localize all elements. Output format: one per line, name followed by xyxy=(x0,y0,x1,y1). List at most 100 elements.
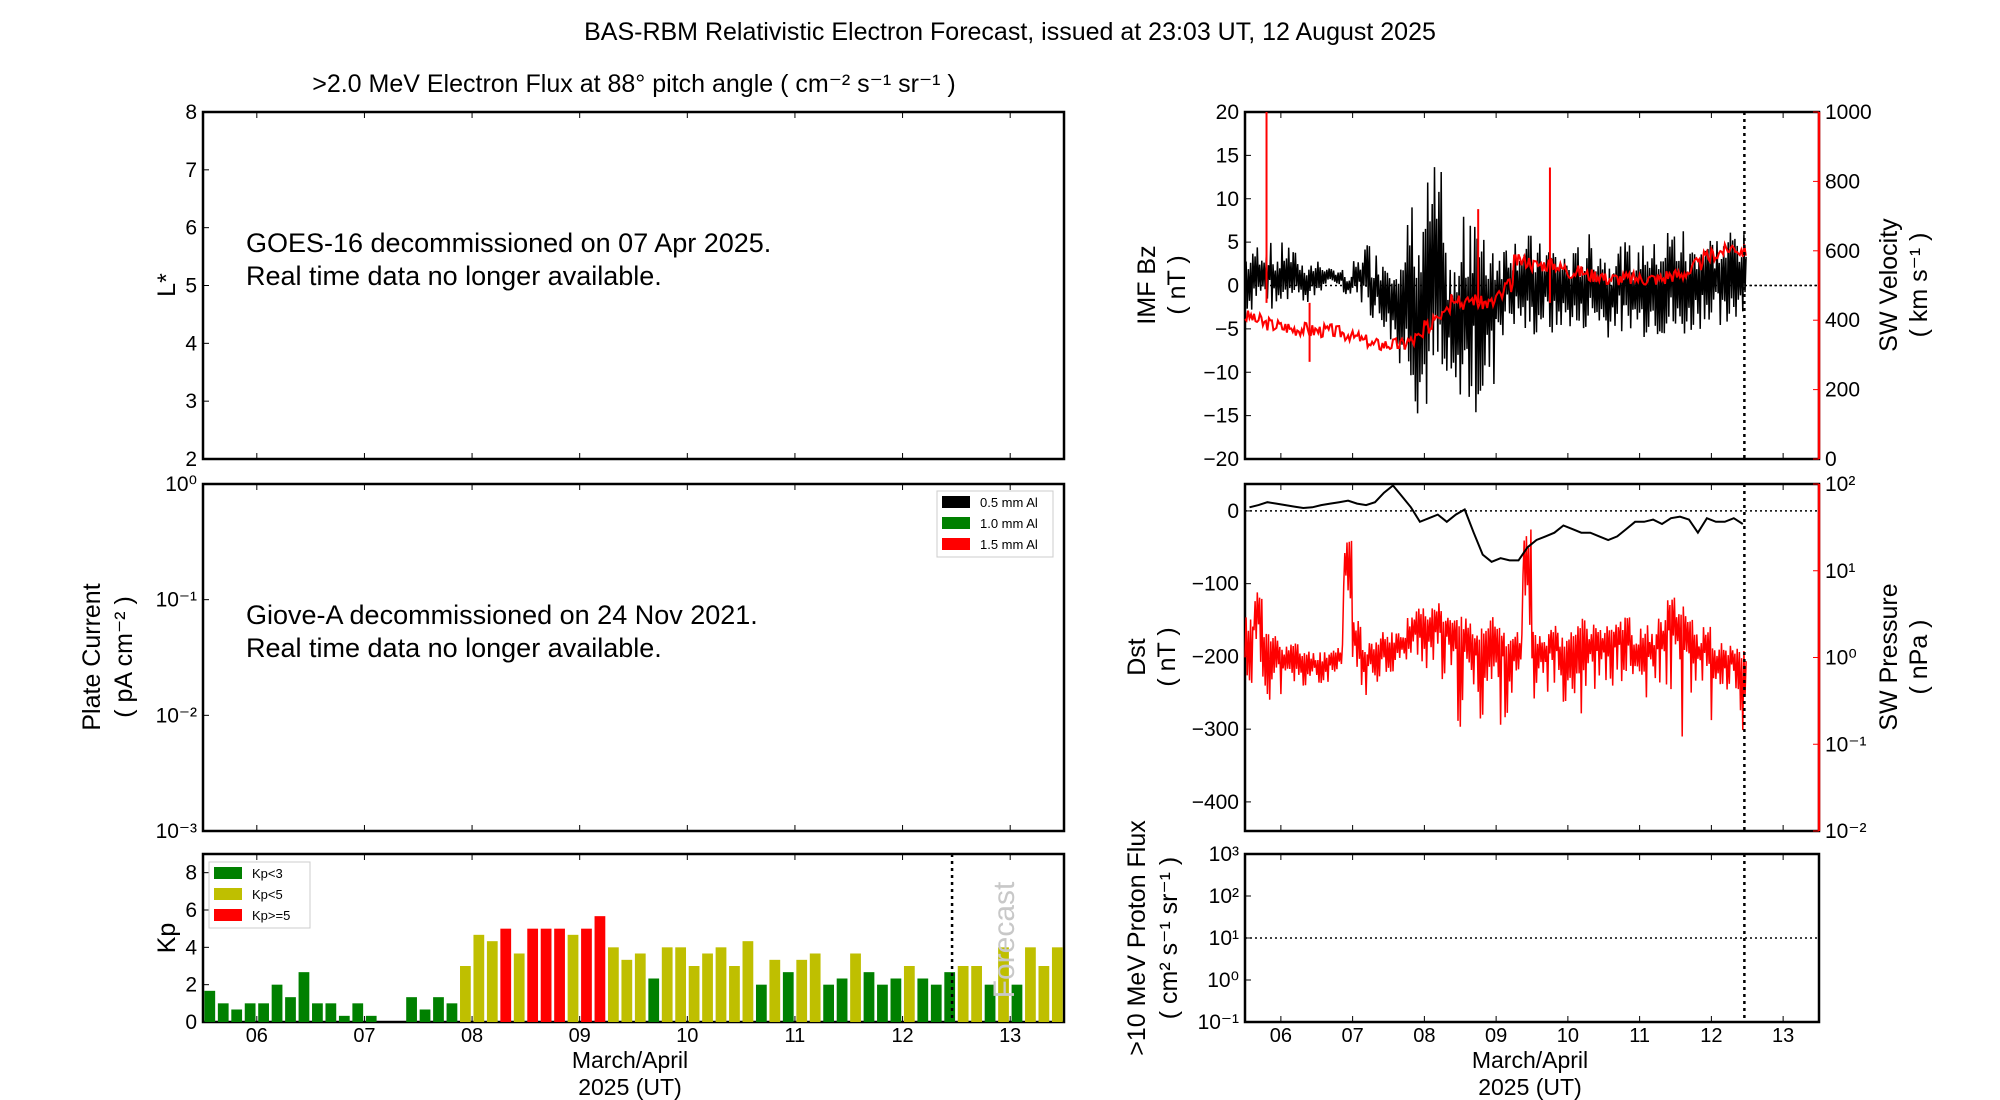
kp-bar xyxy=(675,947,687,1022)
velocity-axis-units: ( km s⁻¹ ) xyxy=(1905,233,1933,338)
y-tick-label: 20 xyxy=(1216,101,1239,124)
y-tick-label: 10⁰ xyxy=(165,473,197,496)
kp-bar xyxy=(648,978,660,1022)
legend-label: 1.5 mm Al xyxy=(980,537,1038,552)
x-tick-label: 06 xyxy=(246,1025,268,1047)
pressure-axis-label: SW Pressure xyxy=(1875,583,1903,730)
legend-label: Kp<5 xyxy=(252,887,283,902)
kp-bar xyxy=(594,916,606,1022)
kp-bar xyxy=(836,978,848,1022)
legend-swatch-red xyxy=(942,538,970,550)
kp-bar xyxy=(917,978,929,1022)
kp-bar xyxy=(365,1015,377,1022)
kp-bar xyxy=(500,928,512,1022)
legend-swatch-green xyxy=(214,867,242,879)
y-tick-label: 2 xyxy=(185,974,197,997)
kp-bar xyxy=(433,997,444,1022)
y-tick-label: 5 xyxy=(1227,231,1239,254)
y-tick-label: −100 xyxy=(1192,573,1239,596)
kp-bar xyxy=(554,928,565,1022)
y-tick-label: 400 xyxy=(1825,309,1860,332)
kp-bar xyxy=(338,1015,350,1022)
plate-current-axes xyxy=(201,482,1066,833)
y-tick-label: 800 xyxy=(1825,170,1860,193)
kp-bar xyxy=(890,978,902,1022)
right-xaxis-label: March/April xyxy=(1472,1047,1588,1073)
y-tick-label: 0 xyxy=(1227,275,1239,298)
y-tick-label: 5 xyxy=(185,275,197,298)
y-tick-label: 7 xyxy=(185,159,197,182)
kp-bar xyxy=(850,953,861,1022)
y-tick-label: 10⁻³ xyxy=(156,820,197,843)
kp-bar xyxy=(1011,984,1023,1022)
kp-bar xyxy=(715,947,727,1022)
x-tick-label: 10 xyxy=(1557,1025,1579,1047)
y-tick-label: 3 xyxy=(185,390,197,413)
plate-legend: 0.5 mm Al 1.0 mm Al 1.5 mm Al xyxy=(936,490,1054,558)
kp-axis-label: Kp xyxy=(153,923,181,954)
x-tick-label: 12 xyxy=(891,1025,913,1047)
y-tick-label: −400 xyxy=(1192,791,1239,814)
kp-bar xyxy=(285,997,296,1022)
sw-pressure-line xyxy=(1244,529,1747,737)
y-tick-label: 10⁻¹ xyxy=(1198,1011,1239,1034)
y-tick-label: 10⁰ xyxy=(1825,647,1857,670)
forecast-label: Forecast xyxy=(988,881,1021,998)
y-tick-label: 8 xyxy=(185,101,197,124)
x-tick-label: 11 xyxy=(1629,1025,1650,1047)
figure-title: BAS-RBM Relativistic Electron Forecast, … xyxy=(584,18,1436,46)
goes-message-line1: GOES-16 decommissioned on 07 Apr 2025. xyxy=(246,228,771,258)
giove-message-line2: Real time data no longer available. xyxy=(246,633,662,663)
kp-bar xyxy=(204,990,216,1022)
legend-label: 1.0 mm Al xyxy=(980,516,1038,531)
legend-label: 0.5 mm Al xyxy=(980,495,1038,510)
velocity-axis-label: SW Velocity xyxy=(1875,218,1903,352)
kp-bar xyxy=(877,984,888,1022)
y-tick-label: 10 xyxy=(1216,188,1239,211)
legend-swatch-yellow xyxy=(214,888,242,900)
y-tick-label: 0 xyxy=(1825,448,1837,471)
y-tick-label: 8 xyxy=(185,862,197,885)
kp-bar xyxy=(903,966,915,1022)
legend-label: Kp<3 xyxy=(252,866,283,881)
kp-bar xyxy=(527,928,539,1022)
y-tick-label: 10¹ xyxy=(1209,927,1239,950)
y-tick-label: 6 xyxy=(185,217,197,240)
kp-bar xyxy=(823,984,835,1022)
kp-bar xyxy=(621,959,633,1022)
legend-swatch-red xyxy=(214,909,242,921)
x-tick-label: 12 xyxy=(1700,1025,1722,1047)
kp-bar xyxy=(446,1003,458,1022)
kp-bar xyxy=(863,972,875,1022)
kp-bar xyxy=(688,966,700,1022)
kp-bar xyxy=(971,966,982,1022)
kp-bar xyxy=(325,1003,337,1022)
y-tick-label: −20 xyxy=(1203,448,1239,471)
y-tick-label: 10³ xyxy=(1209,843,1239,866)
x-tick-label: 09 xyxy=(569,1025,591,1047)
kp-bar xyxy=(796,959,808,1022)
y-tick-label: 4 xyxy=(185,936,197,959)
proton-axis-label: >10 MeV Proton Flux xyxy=(1123,820,1151,1056)
kp-bar xyxy=(244,1003,256,1022)
kp-bar xyxy=(1051,947,1063,1022)
kp-bar xyxy=(271,984,283,1022)
kp-bar xyxy=(352,1003,364,1022)
x-tick-label: 07 xyxy=(1342,1025,1364,1047)
giove-message-line1: Giove-A decommissioned on 24 Nov 2021. xyxy=(246,600,758,630)
kp-bar xyxy=(984,984,996,1022)
y-tick-label: 10⁻¹ xyxy=(1825,733,1866,756)
plate-axis-units: ( pA cm⁻² ) xyxy=(110,596,138,718)
kp-bar xyxy=(581,928,592,1022)
kp-bar xyxy=(769,959,781,1022)
kp-bar xyxy=(809,953,821,1022)
kp-bar xyxy=(930,984,942,1022)
kp-bar xyxy=(540,928,552,1022)
x-tick-label: 06 xyxy=(1270,1025,1292,1047)
dst-axis-units: ( nT ) xyxy=(1153,627,1181,686)
y-tick-label: 0 xyxy=(1227,500,1239,523)
y-tick-label: 15 xyxy=(1216,144,1239,167)
y-tick-label: −10 xyxy=(1203,361,1239,384)
right-xaxis-year: 2025 (UT) xyxy=(1478,1074,1582,1100)
y-tick-label: 0 xyxy=(185,1011,197,1034)
